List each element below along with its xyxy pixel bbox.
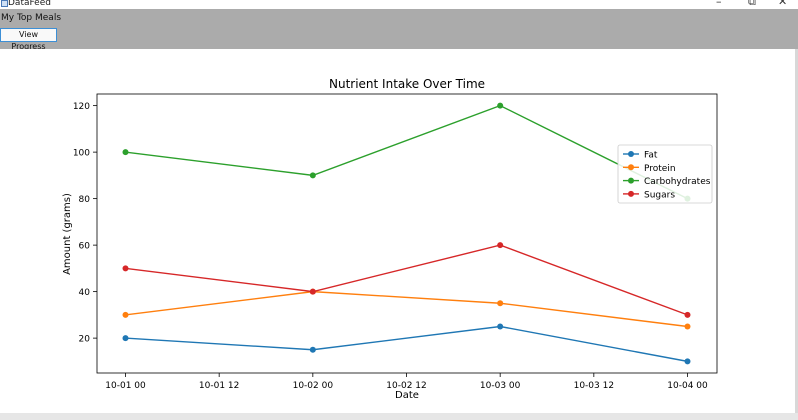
- y-tick-label: 100: [73, 149, 90, 159]
- legend-marker-protein: [628, 164, 634, 171]
- title-bar: DataFeed – ⧉ ✕: [0, 0, 798, 9]
- x-tick-label: 10-03 12: [574, 381, 614, 391]
- data-point-fat: [497, 323, 504, 330]
- legend-marker-sugars: [628, 190, 634, 197]
- y-tick-label: 60: [79, 242, 91, 252]
- x-tick-label: 10-03 00: [480, 381, 521, 391]
- data-point-sugars: [122, 265, 129, 272]
- legend-marker-fat: [628, 151, 634, 157]
- series-line-sugars: [125, 244, 688, 316]
- legend-marker-carbohydrates: [628, 177, 634, 184]
- axes-frame: [96, 93, 718, 374]
- data-point-protein: [684, 323, 691, 330]
- maximize-button[interactable]: ⧉: [748, 0, 756, 8]
- y-axis-label: Amount (grams): [62, 193, 73, 275]
- x-tick-label: 10-02 00: [293, 381, 334, 391]
- my-top-meals-label[interactable]: My Top Meals: [1, 13, 62, 23]
- data-point-sugars: [309, 288, 316, 295]
- window-bottom-edge: [0, 413, 798, 420]
- view-progress-button[interactable]: View Progress: [0, 28, 57, 51]
- y-axis: 20 40 60 80 100 120: [73, 102, 97, 345]
- x-tick-label: 10-04 00: [667, 381, 708, 391]
- legend-label-protein: Protein: [644, 164, 676, 174]
- series-line-protein: [125, 290, 688, 328]
- data-point-carbohydrates: [122, 149, 129, 156]
- toolbar: My Top Meals View Progress: [0, 9, 798, 51]
- window-right-edge: [795, 49, 798, 415]
- x-tick-label: 10-02 12: [386, 381, 426, 391]
- close-button[interactable]: ✕: [778, 0, 788, 8]
- legend: Fat Protein Carbohydrates Sugars: [617, 144, 713, 204]
- data-point-carbohydrates: [497, 102, 504, 109]
- y-tick-label: 40: [79, 288, 91, 298]
- window-title: DataFeed: [8, 0, 51, 8]
- x-axis-label: Date: [395, 390, 419, 401]
- legend-label-fat: Fat: [644, 151, 658, 161]
- legend-label-carbohydrates: Carbohydrates: [644, 177, 711, 187]
- series-lines: [122, 102, 691, 365]
- y-tick-label: 80: [79, 195, 91, 205]
- data-point-protein: [497, 300, 504, 307]
- x-tick-label: 10-01 00: [105, 381, 146, 391]
- series-line-fat: [125, 325, 688, 363]
- data-point-carbohydrates: [309, 172, 316, 179]
- legend-label-sugars: Sugars: [644, 190, 675, 200]
- y-tick-label: 20: [79, 335, 91, 345]
- chart-title: Nutrient Intake Over Time: [329, 77, 485, 91]
- data-point-fat: [684, 358, 691, 365]
- plot-area: Nutrient Intake Over Time 20 40 60 80 100 120…: [0, 49, 795, 415]
- data-point-fat: [122, 335, 129, 342]
- y-tick-label: 120: [73, 102, 90, 112]
- x-axis: 10-01 00 10-01 12 10-02 00 10-02 12 10-03 00…: [105, 373, 708, 391]
- data-point-sugars: [497, 242, 504, 249]
- series-line-carbohydrates: [125, 104, 688, 200]
- x-tick-label: 10-01 12: [199, 381, 239, 391]
- app-window-icon: [1, 0, 8, 7]
- data-point-sugars: [684, 311, 691, 318]
- data-point-fat: [309, 346, 316, 353]
- legend-box: [617, 144, 713, 204]
- minimize-button[interactable]: –: [716, 0, 722, 8]
- data-point-protein: [122, 311, 129, 318]
- nutrient-chart: Nutrient Intake Over Time 20 40 60 80 100 120…: [62, 77, 718, 401]
